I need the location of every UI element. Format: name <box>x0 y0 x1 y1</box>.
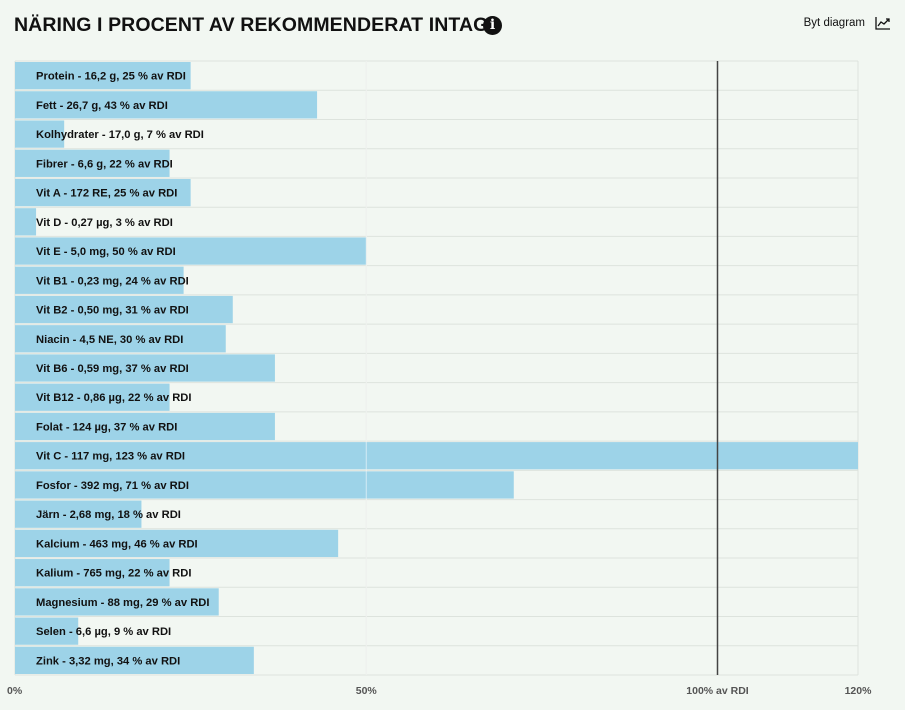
bar-label: Niacin - 4,5 NE, 30 % av RDI <box>36 334 183 346</box>
bar[interactable] <box>15 646 254 674</box>
x-tick-label: 100% av RDI <box>686 685 749 697</box>
bar[interactable] <box>15 237 367 265</box>
bar[interactable] <box>15 62 191 90</box>
bar-label: Selen - 6,6 µg, 9 % av RDI <box>36 626 171 638</box>
bar-label: Protein - 16,2 g, 25 % av RDI <box>36 71 186 83</box>
bar[interactable] <box>15 325 226 353</box>
bar[interactable] <box>15 588 219 616</box>
bar[interactable] <box>15 178 191 207</box>
bar[interactable] <box>15 149 170 177</box>
bar[interactable] <box>15 500 142 528</box>
bar[interactable] <box>15 120 65 148</box>
bar-label: Vit B6 - 0,59 mg, 37 % av RDI <box>36 363 189 375</box>
bar-label: Järn - 2,68 mg, 18 % av RDI <box>36 509 181 521</box>
bar[interactable] <box>15 383 170 411</box>
bar-label: Vit E - 5,0 mg, 50 % av RDI <box>36 246 176 258</box>
bar-label: Fosfor - 392 mg, 71 % av RDI <box>36 480 189 492</box>
bar-label: Zink - 3,32 mg, 34 % av RDI <box>36 655 180 667</box>
switch-chart-button[interactable]: Byt diagram <box>804 16 891 30</box>
chart-title: NÄRING I PROCENT AV REKOMMENDERAT INTAG <box>14 14 489 36</box>
switch-chart-label: Byt diagram <box>803 17 865 29</box>
bar[interactable] <box>15 412 275 441</box>
bar-label: Kolhydrater - 17,0 g, 7 % av RDI <box>36 129 204 141</box>
bar-label: Kalium - 765 mg, 22 % av RDI <box>36 568 191 580</box>
bar-label: Magnesium - 88 mg, 29 % av RDI <box>36 597 209 609</box>
bar[interactable] <box>15 617 79 645</box>
bar[interactable] <box>15 91 318 119</box>
bar-label: Vit B2 - 0,50 mg, 31 % av RDI <box>36 305 189 317</box>
bar[interactable] <box>15 266 184 294</box>
x-tick-label: 120% <box>845 685 873 697</box>
bar-label: Kalcium - 463 mg, 46 % av RDI <box>36 538 198 550</box>
line-chart-icon <box>875 17 890 30</box>
bar-label: Vit B12 - 0,86 µg, 22 % av RDI <box>36 392 191 404</box>
bar-label: Fibrer - 6,6 g, 22 % av RDI <box>36 158 173 170</box>
bar-label: Vit D - 0,27 µg, 3 % av RDI <box>36 217 173 229</box>
bar-label: Fett - 26,7 g, 43 % av RDI <box>36 100 168 112</box>
bar[interactable] <box>15 471 514 499</box>
bar[interactable] <box>15 354 275 382</box>
bar-label: Vit A - 172 RE, 25 % av RDI <box>36 188 177 200</box>
x-tick-label: 50% <box>356 685 378 697</box>
bar[interactable] <box>15 295 233 324</box>
info-icon[interactable]: i <box>483 16 502 35</box>
bar[interactable] <box>15 529 339 558</box>
bar-label: Vit B1 - 0,23 mg, 24 % av RDI <box>36 275 189 287</box>
x-tick-label: 0% <box>7 685 23 697</box>
bar-label: Folat - 124 µg, 37 % av RDI <box>36 421 177 433</box>
bar[interactable] <box>15 559 170 587</box>
bar-label: Vit C - 117 mg, 123 % av RDI <box>36 451 185 463</box>
chart-header: NÄRING I PROCENT AV REKOMMENDERAT INTAG … <box>14 14 891 40</box>
bar[interactable] <box>15 208 37 236</box>
